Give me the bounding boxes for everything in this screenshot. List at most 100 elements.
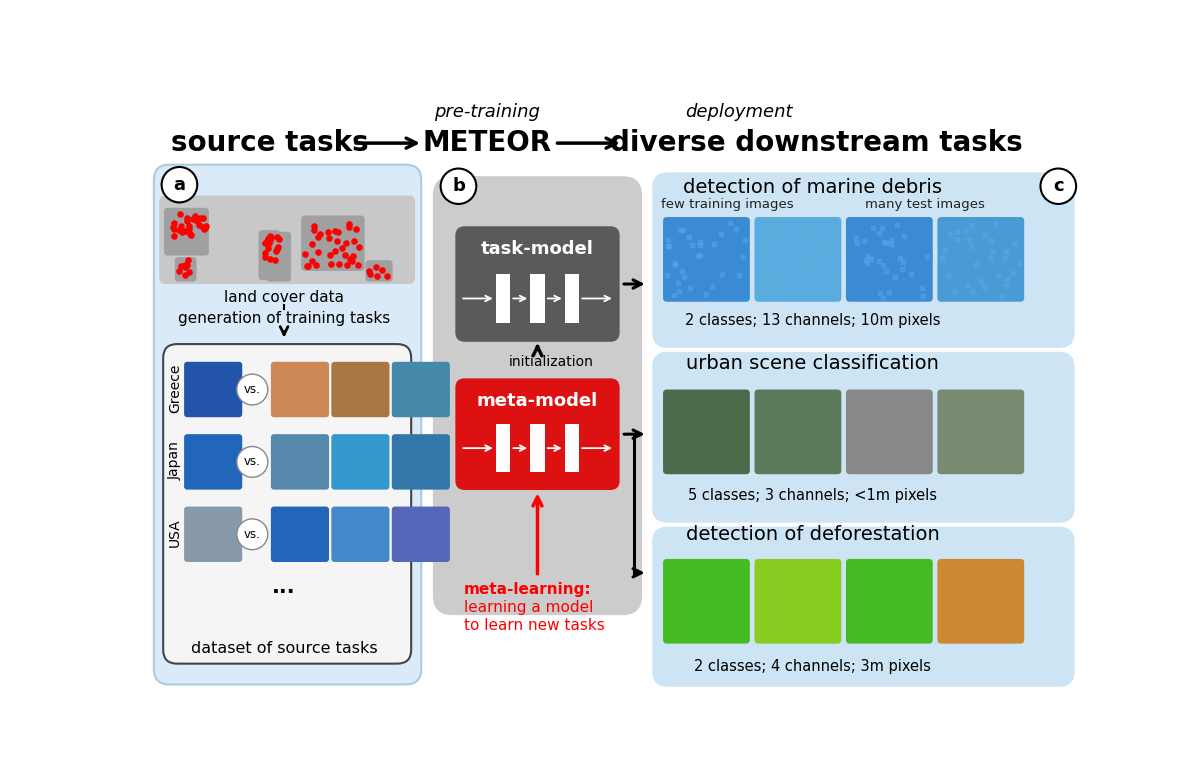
Text: generation of training tasks: generation of training tasks: [178, 311, 390, 326]
Point: [302, 254, 322, 267]
Point: [190, 211, 209, 224]
Circle shape: [236, 374, 268, 405]
Point: [178, 212, 197, 224]
Point: [194, 221, 214, 233]
Point: [175, 269, 194, 282]
Point: [320, 249, 340, 261]
Text: land cover data: land cover data: [224, 289, 344, 305]
FancyBboxPatch shape: [184, 362, 242, 418]
Point: [360, 267, 379, 280]
Text: dataset of source tasks: dataset of source tasks: [191, 640, 377, 656]
FancyBboxPatch shape: [653, 526, 1074, 687]
Point: [268, 242, 287, 255]
Point: [164, 230, 184, 242]
FancyBboxPatch shape: [391, 507, 450, 562]
Point: [338, 259, 358, 271]
Point: [258, 233, 277, 246]
Text: vs.: vs.: [244, 455, 260, 468]
FancyBboxPatch shape: [163, 344, 412, 664]
Text: Japan: Japan: [168, 441, 182, 480]
Point: [342, 255, 361, 267]
Circle shape: [440, 169, 476, 204]
Point: [305, 224, 324, 236]
Point: [343, 249, 362, 262]
FancyBboxPatch shape: [271, 434, 329, 490]
FancyBboxPatch shape: [937, 217, 1025, 302]
Bar: [496, 274, 510, 323]
Point: [187, 214, 206, 227]
FancyBboxPatch shape: [164, 208, 209, 256]
FancyBboxPatch shape: [664, 389, 750, 474]
Point: [311, 228, 330, 240]
FancyBboxPatch shape: [301, 216, 365, 271]
Point: [341, 253, 360, 266]
FancyBboxPatch shape: [391, 434, 450, 490]
Point: [348, 259, 367, 271]
Point: [332, 242, 352, 254]
Point: [319, 232, 338, 245]
Point: [184, 213, 203, 225]
FancyBboxPatch shape: [455, 226, 619, 342]
Point: [256, 236, 275, 249]
Point: [186, 210, 205, 222]
Text: vs.: vs.: [244, 383, 260, 396]
Circle shape: [162, 167, 197, 203]
Bar: [565, 274, 580, 323]
Point: [346, 223, 365, 235]
Point: [260, 234, 280, 246]
Point: [256, 251, 275, 264]
FancyBboxPatch shape: [366, 260, 392, 282]
FancyBboxPatch shape: [455, 378, 619, 490]
Text: deployment: deployment: [685, 103, 793, 121]
Circle shape: [1040, 169, 1076, 204]
Point: [260, 237, 280, 249]
Point: [170, 207, 190, 220]
Point: [180, 220, 199, 232]
Point: [259, 242, 278, 254]
FancyBboxPatch shape: [331, 362, 390, 418]
Point: [342, 253, 361, 266]
FancyBboxPatch shape: [653, 352, 1074, 522]
FancyBboxPatch shape: [266, 231, 292, 282]
FancyBboxPatch shape: [154, 165, 421, 684]
Circle shape: [236, 447, 268, 477]
Point: [172, 226, 191, 239]
Text: 2 classes; 4 channels; 3m pixels: 2 classes; 4 channels; 3m pixels: [694, 659, 931, 674]
Point: [340, 221, 359, 233]
FancyBboxPatch shape: [271, 362, 329, 418]
Point: [180, 223, 199, 235]
Point: [175, 261, 194, 274]
Text: meta-learning:: meta-learning:: [464, 583, 592, 597]
Point: [260, 253, 280, 265]
Point: [266, 245, 286, 257]
Point: [258, 235, 277, 248]
Point: [178, 214, 197, 227]
Text: detection of marine debris: detection of marine debris: [683, 178, 942, 197]
Point: [178, 259, 197, 271]
Bar: [496, 424, 510, 472]
Point: [197, 221, 216, 233]
Point: [265, 253, 284, 266]
Point: [169, 224, 188, 236]
FancyBboxPatch shape: [755, 559, 841, 644]
Point: [360, 264, 379, 277]
FancyBboxPatch shape: [271, 507, 329, 562]
Point: [170, 265, 190, 278]
Point: [269, 241, 288, 253]
Point: [328, 235, 347, 248]
Point: [336, 237, 355, 249]
Text: few training images: few training images: [661, 198, 793, 211]
Point: [262, 231, 281, 243]
Point: [180, 266, 199, 278]
Point: [350, 241, 370, 253]
Point: [319, 226, 338, 239]
Point: [194, 212, 214, 224]
Point: [175, 224, 194, 237]
Text: Greece: Greece: [168, 364, 182, 413]
Text: 5 classes; 3 channels; <1m pixels: 5 classes; 3 channels; <1m pixels: [688, 488, 937, 504]
Point: [322, 258, 341, 271]
Text: learning a model: learning a model: [464, 600, 593, 615]
Text: initialization: initialization: [509, 355, 594, 369]
Point: [295, 248, 314, 260]
Circle shape: [236, 519, 268, 550]
